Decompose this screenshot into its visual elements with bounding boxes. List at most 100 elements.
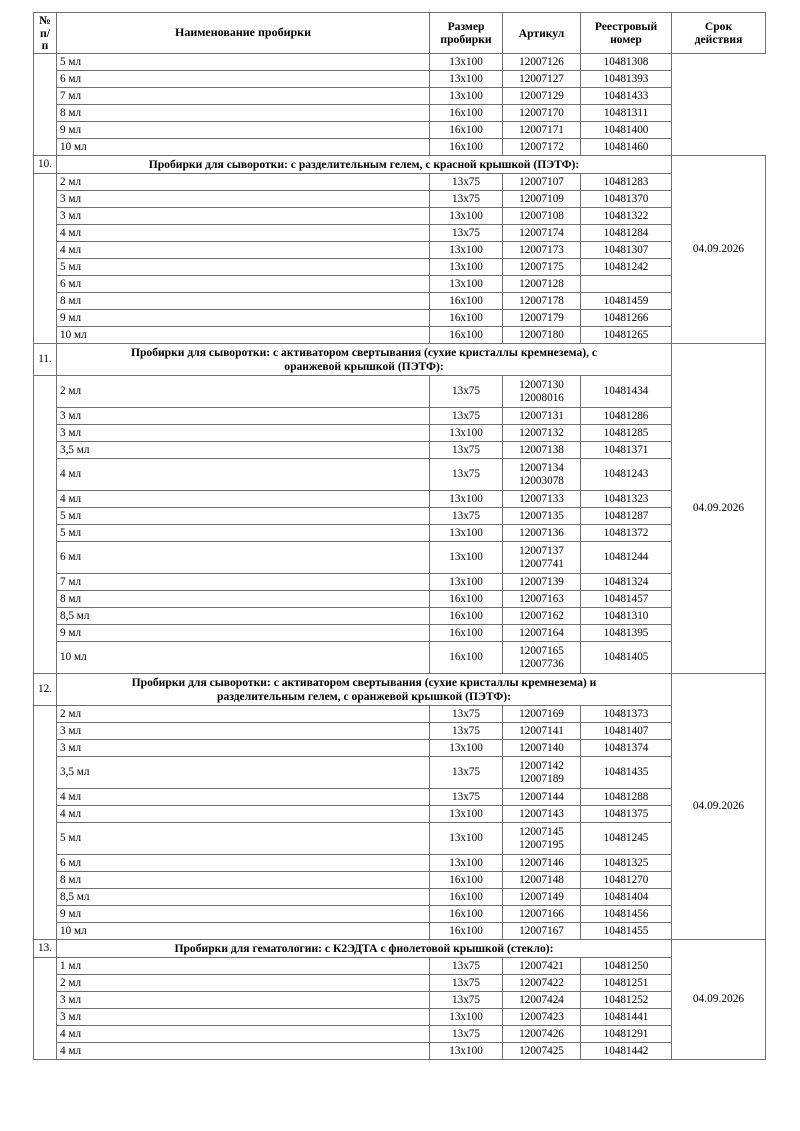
article-number: 12007138: [502, 441, 581, 459]
section-title-line: разделительным гелем, с оранжевой крышко…: [217, 689, 511, 703]
tube-volume: 4 мл: [56, 458, 430, 491]
registry-number: 10481322: [580, 207, 672, 225]
table-row: 4 мл 13x100 12007133 10481323: [34, 490, 766, 508]
tube-size: 13x100: [429, 573, 503, 591]
registry-number: 10481375: [580, 805, 672, 823]
table-row: 7 мл 13x100 12007129 10481433: [34, 87, 766, 105]
tube-size: 16x100: [429, 326, 503, 344]
article-number: 12007169: [502, 705, 581, 723]
tube-volume: 3 мл: [56, 991, 430, 1009]
table-row: 3 мл 13x100 12007132 10481285: [34, 424, 766, 442]
registry-number: 10481395: [580, 624, 672, 642]
tube-volume: 8 мл: [56, 590, 430, 608]
section-header-row: 12. Пробирки для сыворотки: с активатором…: [33, 673, 766, 940]
article-number-line: 12007178: [519, 294, 564, 307]
column-header-size-line2: пробирки: [440, 33, 492, 46]
article-number: 12007170: [502, 104, 581, 122]
article-number-line: 12007143: [519, 807, 564, 820]
article-number-line: 12007107: [519, 175, 564, 188]
column-header-registry-line2: номер: [610, 33, 642, 46]
registry-number: 10481284: [580, 224, 672, 242]
tube-volume: 7 мл: [56, 87, 430, 105]
registry-number: 10481374: [580, 739, 672, 757]
article-number: 12007140: [502, 739, 581, 757]
article-number: 12007133: [502, 490, 581, 508]
tube-volume: 5 мл: [56, 822, 430, 855]
table-row: 3 мл 13x75 12007131 10481286: [34, 407, 766, 425]
tube-volume: 8 мл: [56, 871, 430, 889]
column-header-number: № п/п: [33, 12, 57, 54]
article-number-line: 12007144: [519, 790, 564, 803]
registry-number: [580, 275, 672, 293]
article-number: 12007127: [502, 70, 581, 88]
registry-number: 10481310: [580, 607, 672, 625]
article-number-line: 12007163: [519, 592, 564, 605]
table-row: 3 мл 13x75 12007109 10481370: [34, 190, 766, 208]
tube-size: 13x75: [429, 991, 503, 1009]
tube-size: 13x75: [429, 173, 503, 191]
section-number: [33, 53, 57, 156]
table-row: 10 мл 16x100 12007167 10481455: [34, 922, 766, 940]
section-title-line: оранжевой крышкой (ПЭТФ):: [284, 359, 444, 373]
tube-size: 13x100: [429, 490, 503, 508]
article-number-line: 12007146: [519, 856, 564, 869]
table-row: 3 мл 13x100 12007140 10481374: [34, 739, 766, 757]
article-number-line: 12007423: [519, 1010, 564, 1023]
article-number-line: 12007132: [519, 426, 564, 439]
registry-number: 10481370: [580, 190, 672, 208]
article-number-line: 12007179: [519, 311, 564, 324]
table-row: 4 мл 13x75 12007426 10481291: [34, 1025, 766, 1043]
tube-volume: 10 мл: [56, 922, 430, 940]
article-number: 12007141: [502, 722, 581, 740]
registry-number: 10481311: [580, 104, 672, 122]
column-header-number-line1: №: [39, 13, 51, 27]
tube-volume: 6 мл: [56, 541, 430, 574]
section-number: 11.: [33, 343, 57, 376]
validity-date: 04.09.2026: [671, 155, 766, 344]
article-number-line: 12007180: [519, 328, 564, 341]
article-number-line: 12007736: [519, 657, 564, 670]
article-number-line: 12007145: [519, 826, 564, 839]
column-header-registry-line1: Реестровый: [594, 20, 658, 34]
registry-number: 10481285: [580, 424, 672, 442]
tube-size: 13x75: [429, 1025, 503, 1043]
tube-volume: 4 мл: [56, 1042, 430, 1060]
article-number-line: 12007170: [519, 106, 564, 119]
registry-number: 10481308: [580, 53, 672, 71]
article-number: 12007135: [502, 507, 581, 525]
registry-number: 10481307: [580, 241, 672, 259]
registry-number: 10481323: [580, 490, 672, 508]
tube-size: 16x100: [429, 922, 503, 940]
table-row: 10 мл 16x100 12007165 12007736 10481405: [34, 641, 766, 674]
tube-size: 13x100: [429, 207, 503, 225]
article-number-line: 12007130: [519, 379, 564, 392]
table-row: 5 мл 13x100 12007175 10481242: [34, 258, 766, 276]
table-header: № п/п Наименование пробирки Размер проби…: [33, 12, 766, 54]
registry-number: 10481252: [580, 991, 672, 1009]
article-number: 12007422: [502, 974, 581, 992]
registry-number: 10481457: [580, 590, 672, 608]
table-row: 9 мл 16x100 12007179 10481266: [34, 309, 766, 327]
article-number-line: 12007173: [519, 243, 564, 256]
article-number: 12007107: [502, 173, 581, 191]
table-row: 4 мл 13x100 12007143 10481375: [34, 805, 766, 823]
tube-size: 16x100: [429, 624, 503, 642]
validity-date: 04.09.2026: [671, 343, 766, 674]
registry-number: 10481242: [580, 258, 672, 276]
registry-number: 10481251: [580, 974, 672, 992]
registry-number: 10481442: [580, 1042, 672, 1060]
table-row: 2 мл 13x75 12007422 10481251: [34, 974, 766, 992]
table-header-row: № п/п Наименование пробирки Размер проби…: [33, 12, 766, 54]
tube-volume: 9 мл: [56, 309, 430, 327]
article-number: 12007146: [502, 854, 581, 872]
table-row: 8,5 мл 16x100 12007162 10481310: [34, 607, 766, 625]
tube-size: 16x100: [429, 905, 503, 923]
validity-date: 04.09.2026: [671, 939, 766, 1060]
article-number-line: 12007140: [519, 741, 564, 754]
table-row: 8 мл 16x100 12007170 10481311: [34, 104, 766, 122]
tube-size: 13x75: [429, 224, 503, 242]
article-number: 12007134 12003078: [502, 458, 581, 491]
article-number: 12007126: [502, 53, 581, 71]
article-number: 12007162: [502, 607, 581, 625]
